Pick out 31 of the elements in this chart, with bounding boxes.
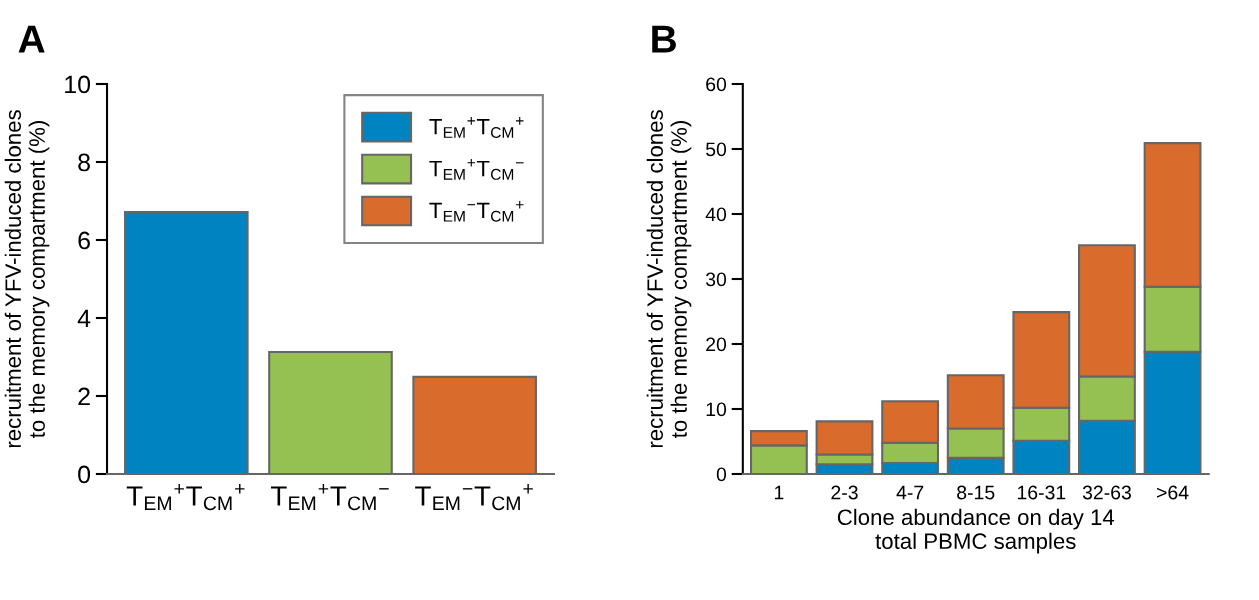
chart-title: A: [18, 25, 45, 53]
x-tick-label: T$_{EM}$$^{+}$T$_{CM}$$^{−}$: [270, 484, 389, 511]
y-tick-label: 4: [77, 309, 91, 328]
x-tick-label: 16-31: [1017, 485, 1066, 500]
y-tick-label: 2: [78, 387, 90, 406]
x-axis-title: Clone abundance on day 14 total PBMC samples: [837, 508, 1115, 554]
chart-title: B: [652, 25, 676, 53]
y-axis-title: recruitment of YFV-induced clones to the memory compartment (%): [646, 110, 692, 448]
x-tick-label: >64: [1157, 485, 1189, 500]
y-tick-label: 6: [78, 231, 90, 250]
y-tick-label: 0: [716, 467, 727, 482]
x-tick-label: 32-63: [1082, 485, 1131, 500]
x-tick-label: 2-3: [831, 485, 858, 500]
x-tick-label: T$_{EM}$$^{−}$T$_{CM}$$^{+}$: [415, 484, 533, 511]
y-axis-title: recruitment of YFV-induced clones to the memory compartment (%): [4, 110, 50, 448]
x-tick-label: 1: [774, 485, 784, 500]
x-tick-label: 4-7: [896, 485, 924, 500]
y-tick-label: 10: [706, 402, 727, 417]
y-tick-label: 20: [706, 337, 727, 352]
y-tick-label: 30: [705, 272, 727, 287]
y-tick-label: 8: [78, 153, 90, 172]
legend-label: T$_{EM}$$^{+}$T$_{CM}$$^{−}$: [429, 159, 524, 180]
x-tick-label: 8-15: [957, 485, 995, 500]
legend-label: T$_{EM}$$^{−}$T$_{CM}$$^{+}$: [429, 200, 524, 222]
y-tick-label: 10: [65, 75, 91, 94]
y-tick-label: 60: [706, 77, 727, 92]
legend-label: T$_{EM}$$^{+}$T$_{CM}$$^{+}$: [429, 117, 524, 138]
y-tick-label: 50: [705, 142, 727, 157]
y-tick-label: 0: [78, 465, 91, 484]
x-tick-label: T$_{EM}$$^{+}$T$_{CM}$$^{+}$: [126, 484, 245, 511]
y-tick-label: 40: [705, 207, 727, 222]
